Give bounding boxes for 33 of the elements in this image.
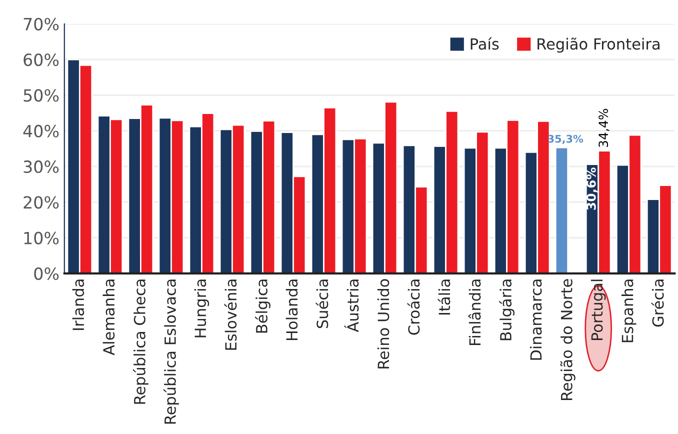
x-tick-label: Suécia [316, 280, 328, 328]
x-tick-label: Hungria [194, 280, 210, 338]
y-tick-label: 20% [24, 196, 59, 209]
legend-label: Região Fronteira [538, 38, 660, 53]
x-tick-label: Áustria [344, 280, 359, 332]
x-tick-label: Finlândia [468, 280, 481, 345]
x-tick-label: Reino Unido [377, 279, 390, 368]
x-tick-label: República Checa [132, 280, 148, 404]
x-tick-label: Croácia [407, 280, 420, 335]
legend-label: País [470, 37, 499, 50]
bar [554, 146, 569, 274]
y-tick-label: 0% [34, 267, 59, 280]
x-tick-label: Espanha [621, 280, 636, 342]
x-tick-label: Região do Norte [560, 279, 576, 400]
x-tick-label: Portugal [590, 280, 606, 340]
y-tick-label: 30% [24, 160, 59, 174]
x-tick-label: Bélgica [255, 280, 270, 333]
y-tick-label: 50% [24, 89, 59, 102]
y-tick-label: 10% [24, 232, 59, 244]
x-tick-label: Eslovénia [224, 280, 237, 350]
x-tick-label: Bulgária [499, 280, 515, 340]
y-tick-label: 40% [23, 124, 59, 138]
x-tick-label: Holanda [286, 280, 298, 340]
x-tick-label: Irlanda [72, 280, 84, 330]
x-tick-label: Grécia [651, 280, 664, 327]
data-label: 30,6% [586, 168, 598, 210]
x-tick-label: Itália [438, 280, 450, 314]
y-tick-label: 60% [24, 53, 59, 66]
y-tick-label: 70% [24, 18, 59, 30]
data-label: 34,4% [598, 108, 610, 147]
x-tick-label: Alemanha [102, 280, 115, 356]
x-tick-label: República Eslovaca [163, 280, 179, 424]
x-tick-label: Dinamarca [530, 280, 542, 360]
